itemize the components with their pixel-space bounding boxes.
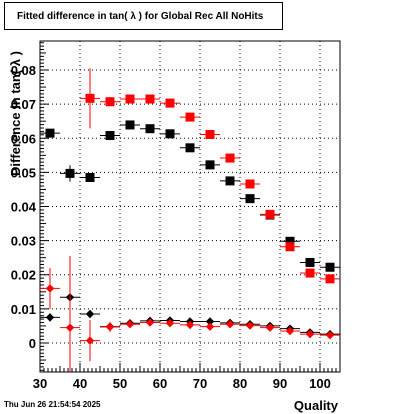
data-point	[245, 179, 255, 189]
data-point	[245, 321, 255, 330]
x-axis-label: Quality	[294, 398, 339, 413]
data-point	[165, 98, 175, 108]
data-point	[65, 168, 75, 178]
series-3	[40, 255, 340, 372]
data-point	[185, 320, 195, 330]
y-tick-label: 0.08	[11, 63, 36, 78]
data-marks	[40, 68, 340, 372]
y-tick-label: 0.06	[11, 131, 36, 146]
data-point	[205, 322, 215, 331]
data-point	[325, 262, 335, 272]
data-point	[165, 319, 175, 328]
x-tick-label: 90	[273, 376, 287, 391]
x-tick-label: 60	[153, 376, 167, 391]
y-tick-label: 0.04	[11, 200, 37, 215]
data-point	[285, 326, 295, 336]
data-point	[225, 176, 235, 186]
x-tick-label: 80	[233, 376, 247, 391]
series-1	[80, 68, 340, 284]
data-point	[85, 172, 95, 182]
data-point	[325, 274, 335, 284]
y-tick-label: 0.02	[11, 268, 36, 283]
data-point	[85, 336, 95, 345]
data-point	[145, 94, 155, 104]
data-point	[245, 194, 255, 204]
data-point	[125, 320, 135, 329]
data-point	[105, 97, 115, 107]
data-point	[105, 131, 115, 141]
x-tick-label: 70	[193, 376, 207, 391]
data-point	[45, 313, 55, 322]
data-point	[125, 120, 135, 130]
data-point	[125, 94, 135, 104]
y-tick-label: 0.07	[11, 97, 36, 112]
data-point	[285, 242, 295, 252]
chart-title: Fitted difference in tan( λ ) for Global…	[4, 2, 283, 30]
y-axis-label: Difference in tan( λ )	[8, 51, 23, 176]
data-point	[305, 268, 315, 278]
data-point	[225, 320, 235, 329]
data-point	[45, 128, 55, 138]
data-point	[285, 236, 295, 246]
x-tick-label: 100	[309, 376, 331, 391]
data-point	[185, 143, 195, 153]
series-0	[40, 120, 340, 272]
axis-ticks	[39, 42, 341, 372]
data-point	[65, 323, 75, 332]
data-point	[85, 309, 95, 319]
data-point	[205, 317, 215, 326]
data-point	[165, 129, 175, 139]
data-point	[305, 257, 315, 267]
x-tick-label: 50	[113, 376, 127, 391]
data-point	[305, 329, 315, 339]
data-point	[325, 330, 335, 340]
x-tick-label: 30	[33, 376, 47, 391]
data-point	[145, 124, 155, 134]
data-point	[265, 209, 275, 219]
data-point	[205, 129, 215, 139]
data-point	[265, 323, 275, 332]
data-point	[45, 284, 55, 293]
y-tick-label: 0.01	[11, 302, 36, 317]
data-point	[225, 153, 235, 163]
data-point	[145, 318, 155, 327]
y-tick-label: 0.03	[11, 234, 36, 249]
y-tick-label: 0.05	[11, 165, 36, 180]
data-point	[205, 160, 215, 170]
data-point	[185, 112, 195, 122]
x-tick-label: 40	[73, 376, 87, 391]
timestamp: Thu Jun 26 21:54:54 2025	[4, 400, 101, 409]
y-tick-label: 0	[29, 336, 36, 351]
tick-labels: 30 40 50 60 70 80 90 100 0 0.01 0.02 0.03 0.04 0.05 0.…	[11, 63, 331, 391]
data-point	[105, 322, 115, 332]
data-point	[85, 93, 95, 103]
